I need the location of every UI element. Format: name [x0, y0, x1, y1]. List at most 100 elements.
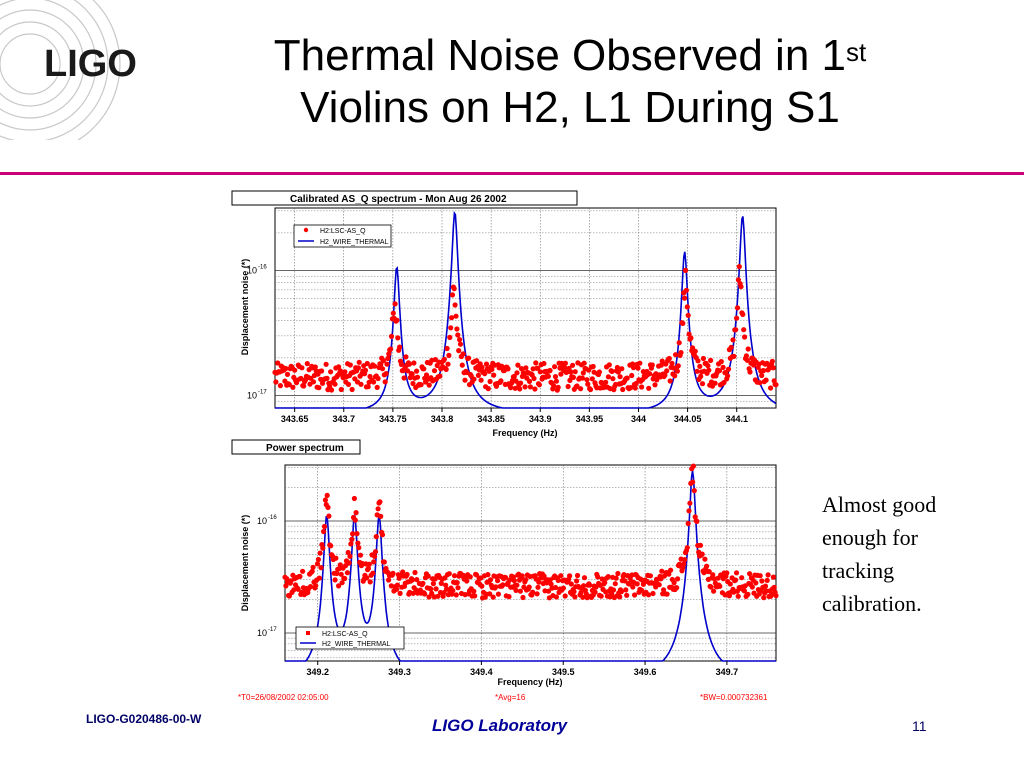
top-legend: H2:LSC-AS_Q H2_WIRE_THERMAL — [293, 224, 392, 248]
data-point — [420, 580, 426, 586]
data-point — [716, 368, 723, 374]
data-point — [615, 369, 621, 375]
data-point — [574, 383, 580, 389]
data-point — [328, 387, 335, 393]
data-point — [553, 378, 559, 384]
data-point — [695, 358, 701, 364]
data-point — [277, 383, 283, 389]
data-point — [453, 313, 459, 319]
data-point — [711, 588, 717, 594]
data-point — [426, 382, 432, 388]
data-point — [482, 371, 488, 377]
data-point — [511, 373, 517, 379]
data-point — [705, 363, 711, 369]
top-legend-model: H2_WIRE_THERMAL — [320, 239, 389, 246]
data-point — [747, 571, 753, 577]
data-point — [362, 367, 369, 373]
data-point — [730, 337, 736, 343]
data-point — [471, 588, 477, 594]
data-point — [568, 581, 574, 587]
data-point — [514, 582, 520, 588]
data-point — [592, 589, 598, 595]
data-point — [589, 376, 595, 382]
data-point — [474, 358, 480, 364]
data-point — [495, 591, 501, 597]
data-point — [733, 570, 740, 576]
x-tick-label: 343.9 — [529, 414, 552, 424]
data-point — [734, 305, 741, 311]
data-point — [498, 378, 504, 384]
data-point — [292, 367, 298, 373]
data-point — [495, 578, 501, 584]
data-point — [326, 513, 332, 519]
data-point — [743, 353, 750, 359]
footer-laboratory: LIGO Laboratory — [432, 716, 568, 735]
data-point — [721, 379, 727, 386]
data-point — [690, 463, 696, 469]
data-point — [435, 593, 441, 599]
data-point — [739, 575, 745, 581]
data-point — [298, 375, 304, 382]
data-point — [422, 591, 428, 597]
data-point — [490, 594, 496, 600]
data-point — [318, 565, 324, 571]
data-point — [446, 571, 452, 577]
data-point — [406, 361, 412, 367]
data-point — [619, 366, 625, 372]
data-point — [583, 591, 589, 597]
data-point — [282, 378, 288, 384]
data-point — [624, 592, 630, 598]
data-point — [614, 364, 620, 371]
data-point — [527, 384, 533, 390]
data-point — [518, 380, 524, 386]
data-point — [562, 360, 568, 366]
data-point — [384, 361, 390, 367]
document-id: LIGO-G020486-00-W — [86, 712, 202, 726]
data-point — [728, 344, 734, 350]
page-number: 11 — [912, 718, 927, 734]
data-point — [366, 561, 372, 567]
data-point — [409, 577, 415, 583]
data-point — [390, 310, 396, 316]
data-point — [682, 295, 688, 301]
annotation-line4: calibration. — [822, 591, 922, 616]
y-tick-exponent: -16 — [268, 515, 277, 521]
data-point — [595, 574, 601, 580]
data-point — [744, 357, 750, 363]
x-tick-label: 343.8 — [431, 414, 454, 424]
data-point — [321, 528, 327, 535]
data-point — [571, 589, 577, 595]
data-point — [449, 315, 455, 321]
data-point — [555, 384, 561, 390]
data-point — [682, 267, 689, 273]
top-plot: Calibrated AS_Q spectrum - Mon Aug 26 20… — [231, 190, 779, 438]
data-point — [322, 497, 328, 503]
data-point — [379, 532, 386, 538]
data-point — [697, 542, 704, 548]
data-point — [273, 379, 279, 385]
data-point — [314, 561, 321, 567]
data-point — [394, 582, 400, 588]
data-point — [526, 378, 533, 384]
data-point — [545, 588, 552, 594]
data-point — [506, 594, 512, 600]
data-point — [364, 360, 370, 367]
data-point — [290, 384, 296, 390]
data-point — [697, 363, 703, 369]
data-point — [365, 565, 371, 571]
data-point — [398, 361, 404, 367]
data-point — [372, 553, 378, 559]
data-point — [310, 564, 316, 570]
data-point — [535, 584, 541, 590]
data-point — [328, 543, 334, 549]
data-point — [759, 578, 765, 584]
data-point — [553, 594, 559, 600]
data-point — [633, 380, 639, 387]
y-tick-exponent: -16 — [258, 265, 267, 271]
data-point — [478, 377, 484, 383]
data-point — [390, 570, 396, 576]
data-point — [307, 584, 314, 590]
data-point — [596, 369, 602, 375]
